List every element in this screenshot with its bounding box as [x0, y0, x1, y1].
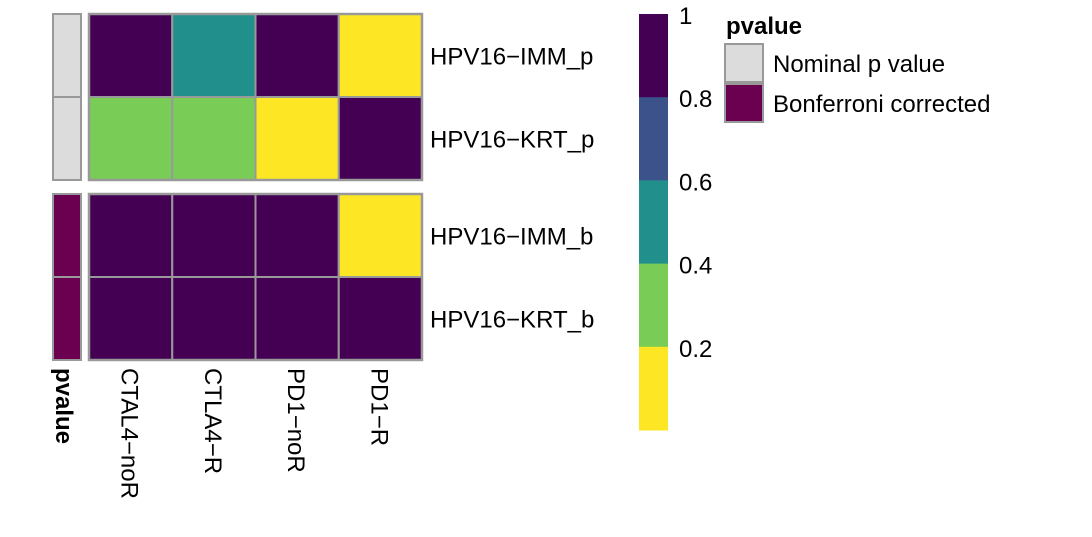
row-annotation-bar [52, 13, 82, 361]
column-label: CTAL4−noR [116, 368, 143, 499]
annotation-cell [52, 193, 82, 278]
legend-label: Nominal p value [773, 51, 945, 78]
annotation-legend-title: pvalue [726, 13, 802, 40]
heatmap-cell [171, 13, 257, 98]
color-scale-tick-label: 0.6 [679, 169, 712, 196]
heatmap-cell [337, 96, 423, 181]
annotation-title: pvalue [50, 368, 77, 444]
heatmap-cell [171, 193, 257, 278]
annotation-cell [52, 13, 82, 98]
color-scale-segment [639, 14, 668, 98]
color-scale-tick-label: 1 [679, 3, 692, 30]
row-label: HPV16−IMM_b [430, 224, 593, 251]
heatmap-cell [254, 193, 340, 278]
row-label: HPV16−KRT_b [430, 307, 594, 334]
legend-swatch [724, 83, 764, 123]
row-label: HPV16−KRT_p [430, 127, 594, 154]
heatmap-cell [337, 193, 423, 278]
color-scale-tick-label: 0.2 [679, 336, 712, 363]
heatmap-cell [88, 276, 174, 361]
heatmap-cells [87, 12, 424, 362]
heatmap-cell [254, 276, 340, 361]
heatmap-cell [171, 276, 257, 361]
color-scale-tick-label: 0.8 [679, 86, 712, 113]
heatmap-cell [88, 96, 174, 181]
legend-swatch [724, 43, 764, 83]
color-scale-segment [639, 97, 668, 181]
annotation-cell [52, 96, 82, 181]
legend-label: Bonferroni corrected [773, 91, 990, 118]
cell-group-outline [87, 192, 424, 362]
row-label: HPV16−IMM_p [430, 44, 593, 71]
column-label: PD1−R [365, 368, 392, 446]
heatmap-cell [171, 96, 257, 181]
heatmap-cell [254, 96, 340, 181]
heatmap-cell [88, 13, 174, 98]
heatmap-cell [337, 13, 423, 98]
row-labels: HPV16−IMM_p HPV16−KRT_p HPV16−IMM_b HPV16−K… [430, 44, 594, 334]
color-scale-tick-label: 0.4 [679, 253, 712, 280]
heatmap-cell [88, 193, 174, 278]
heatmap-cell [337, 276, 423, 361]
annotation-legend: pvalue Nominal p value Bonferroni correct… [724, 13, 990, 123]
column-labels: CTAL4−noR CTLA4−R PD1−noR PD1−R [116, 368, 393, 499]
color-scale-segment [639, 263, 668, 348]
column-label: PD1−noR [282, 368, 309, 473]
heatmap-cell [254, 13, 340, 98]
cell-group-outline [87, 12, 424, 182]
color-scale-segment [639, 180, 668, 265]
column-label: CTLA4−R [199, 368, 226, 474]
color-scale-legend: 1 0.8 0.6 0.4 0.2 [639, 3, 712, 431]
annotation-cell [52, 276, 82, 361]
color-scale-segment [639, 346, 668, 431]
